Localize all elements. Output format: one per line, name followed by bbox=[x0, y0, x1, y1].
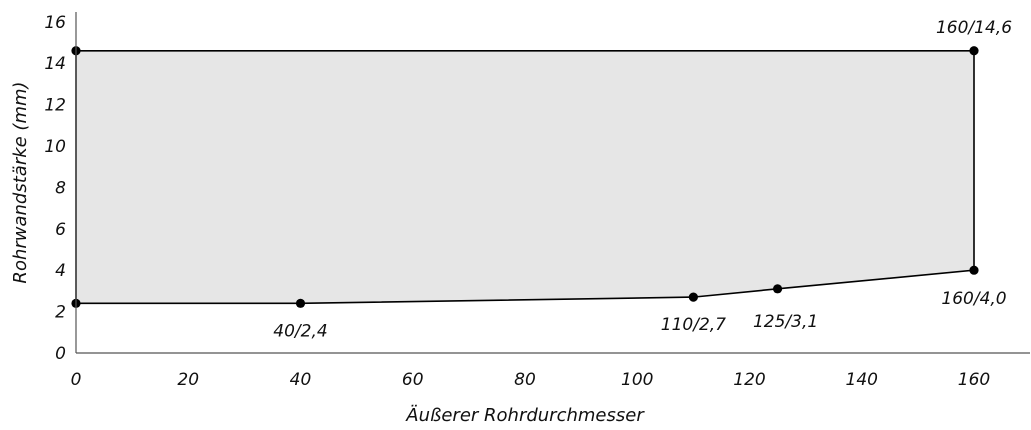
axes: 0 20 40 60 80 100 120 140 160 0 2 4 6 8 10 12 14 16 bbox=[44, 12, 1030, 390]
data-point-label: 160/4,0 bbox=[941, 289, 1006, 309]
y-tick-label: 6 bbox=[55, 220, 66, 240]
data-point-label: 40/2,4 bbox=[273, 321, 327, 341]
data-points bbox=[71, 46, 979, 308]
y-tick-label: 16 bbox=[44, 13, 66, 33]
x-axis-title: Äußerer Rohrdurchmesser bbox=[405, 405, 645, 426]
y-tick-label: 0 bbox=[55, 344, 66, 364]
x-tick-label: 100 bbox=[621, 370, 653, 390]
x-tick-label: 40 bbox=[290, 370, 312, 390]
data-point bbox=[688, 292, 698, 302]
data-point bbox=[772, 284, 783, 294]
data-point bbox=[295, 298, 306, 308]
x-tick-label: 60 bbox=[402, 370, 424, 390]
x-tick-label: 80 bbox=[514, 370, 536, 390]
x-tick-label: 140 bbox=[846, 370, 878, 390]
y-axis-title: Rohrwandstärke (mm) bbox=[10, 81, 31, 283]
data-point-labels: 160/14,6 40/2,4 110/2,7 125/3,1 160/4,0 bbox=[273, 18, 1012, 342]
data-point bbox=[969, 46, 979, 56]
x-tick-label: 120 bbox=[733, 370, 765, 390]
x-tick-label: 0 bbox=[71, 370, 82, 390]
x-axis-ticks: 0 20 40 60 80 100 120 140 160 bbox=[71, 370, 991, 390]
x-tick-label: 160 bbox=[958, 370, 990, 390]
data-point-label: 110/2,7 bbox=[661, 315, 726, 335]
feasible-region-area bbox=[75, 49, 975, 305]
y-tick-label: 2 bbox=[55, 303, 66, 323]
data-point-label: 125/3,1 bbox=[753, 312, 818, 332]
y-axis-ticks: 0 2 4 6 8 10 12 14 16 bbox=[44, 13, 66, 364]
plot-area: 160/14,6 40/2,4 110/2,7 125/3,1 160/4,0 bbox=[71, 18, 1012, 342]
x-tick-label: 20 bbox=[177, 370, 199, 390]
data-point bbox=[969, 265, 979, 275]
y-tick-label: 12 bbox=[44, 96, 66, 116]
y-tick-label: 10 bbox=[44, 137, 66, 157]
y-tick-label: 14 bbox=[44, 54, 66, 74]
data-point-label: 160/14,6 bbox=[936, 18, 1012, 38]
y-tick-label: 4 bbox=[55, 261, 66, 281]
y-tick-label: 8 bbox=[55, 178, 66, 198]
